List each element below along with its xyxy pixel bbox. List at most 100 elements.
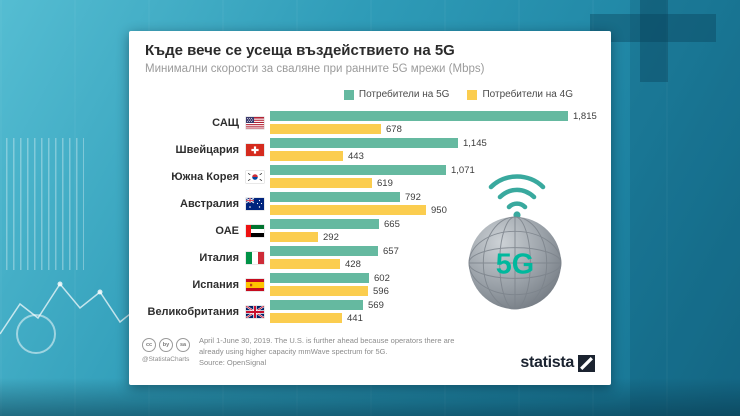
bar-value-4g: 950 [431,204,447,216]
bar-value-4g: 441 [347,312,363,324]
bar-line-5g: 1,071 [270,164,601,176]
background-right-panel [630,0,740,416]
bar-line-4g: 441 [270,312,601,324]
country-flag-icon [246,251,264,264]
background-tick-lines [6,138,84,270]
bar-4g [270,178,372,188]
bar-line-4g: 678 [270,123,601,135]
bar-value-5g: 792 [405,191,421,203]
bar-line-5g: 1,815 [270,110,601,122]
bar-5g [270,246,378,256]
cc-sa-icon: sa [176,338,190,352]
country-flag-icon [246,116,264,129]
chart-row: Швейцария 1,145 443 [139,136,601,163]
bar-line-5g: 1,145 [270,137,601,149]
bar-line-5g: 569 [270,299,601,311]
bar-value-5g: 602 [374,272,390,284]
bar-value-5g: 569 [368,299,384,311]
legend-swatch-4g-icon [467,89,478,100]
bar-line-4g: 443 [270,150,601,162]
bar-line-4g: 619 [270,177,601,189]
country-bars: 1,145 443 [270,137,601,162]
bar-4g [270,286,368,296]
bar-5g [270,219,379,229]
country-bars: 1,815 678 [270,110,601,135]
bar-line-4g: 596 [270,285,601,297]
country-label: Швейцария [175,143,239,156]
cc-license-icons: cc by sa [142,338,194,352]
country-label: САЩ [212,116,239,129]
bar-value-5g: 665 [384,218,400,230]
bar-line-5g: 602 [270,272,601,284]
bar-line-5g: 665 [270,218,601,230]
country-label: ОАЕ [215,224,239,237]
bar-5g [270,192,400,202]
legend-item-5g: Потребители на 5G [343,89,450,100]
wifi-5g-icon [488,174,546,219]
chart-subtitle: Минимални скорости за сваляне при раннит… [145,63,485,75]
bar-value-4g: 596 [373,285,389,297]
bar-value-5g: 1,815 [573,110,597,122]
background-circle-shape [16,314,56,354]
country-bars: 1,071 619 [270,164,601,189]
background-cross-shape [640,0,668,82]
chart-title: Къде вече се усеща въздействието на 5G [145,42,455,59]
statista-logo: statista [520,354,595,372]
country-flag-icon [246,224,264,237]
country-label: Италия [199,251,239,264]
bar-5g [270,300,363,310]
country-flag-icon [246,197,264,210]
bar-line-5g: 792 [270,191,601,203]
bar-4g [270,259,340,269]
legend-label-5g: Потребители на 5G [358,89,450,100]
legend-item-4g: Потребители на 4G [467,89,573,100]
chart-legend: Потребители на 5G Потребители на 4G [343,89,573,100]
country-flag-icon [246,278,264,291]
bar-5g [270,165,446,175]
bar-value-5g: 1,071 [451,164,475,176]
bar-5g [270,273,369,283]
cc-by-icon: by [159,338,173,352]
country-bars: 792 950 [270,191,601,216]
statista-wordmark: statista [520,354,574,371]
bar-value-4g: 292 [323,231,339,243]
background-linechart-decor [0,281,150,335]
bar-4g [270,205,426,215]
country-flag-icon [246,170,264,183]
globe-5g-graphic: 5G [468,216,562,310]
bar-value-5g: 1,145 [463,137,487,149]
country-label: Южна Корея [171,170,239,183]
bar-value-5g: 657 [383,245,399,257]
country-bars: 569 441 [270,299,601,324]
bar-4g [270,151,343,161]
chart-row: Австралия 792 950 [139,190,601,217]
bar-4g [270,232,318,242]
bar-line-4g: 950 [270,204,601,216]
legend-label-4g: Потребители на 4G [482,89,573,100]
footnote-text: April 1-June 30, 2019. The U.S. is furth… [199,336,455,356]
bar-value-4g: 428 [345,258,361,270]
country-bars: 665 292 [270,218,601,243]
statista-slash-icon [578,354,595,372]
bar-4g [270,313,342,323]
bar-line-4g: 428 [270,258,601,270]
bar-value-4g: 678 [386,123,402,135]
legend-swatch-5g-icon [343,89,354,100]
chart-row: ОАЕ 665 292 [139,217,601,244]
infographic-card: Къде вече се усеща въздействието на 5G М… [129,31,611,385]
country-label: Австралия [180,197,239,210]
chart-row: Южна Корея 1,071 619 [139,163,601,190]
bar-5g [270,138,458,148]
country-flag-icon [246,305,264,318]
country-bars: 657 428 [270,245,601,270]
chart-row: Италия 657 428 [139,244,601,271]
bar-value-4g: 619 [377,177,393,189]
bar-value-4g: 443 [348,150,364,162]
bar-5g [270,111,568,121]
cc-icon: cc [142,338,156,352]
chart-row: САЩ 1,815 678 [139,109,601,136]
chart-row: Испания 602 596 [139,271,601,298]
statista-charts-handle: @StatistaCharts [142,356,190,363]
country-flag-icon [246,143,264,156]
